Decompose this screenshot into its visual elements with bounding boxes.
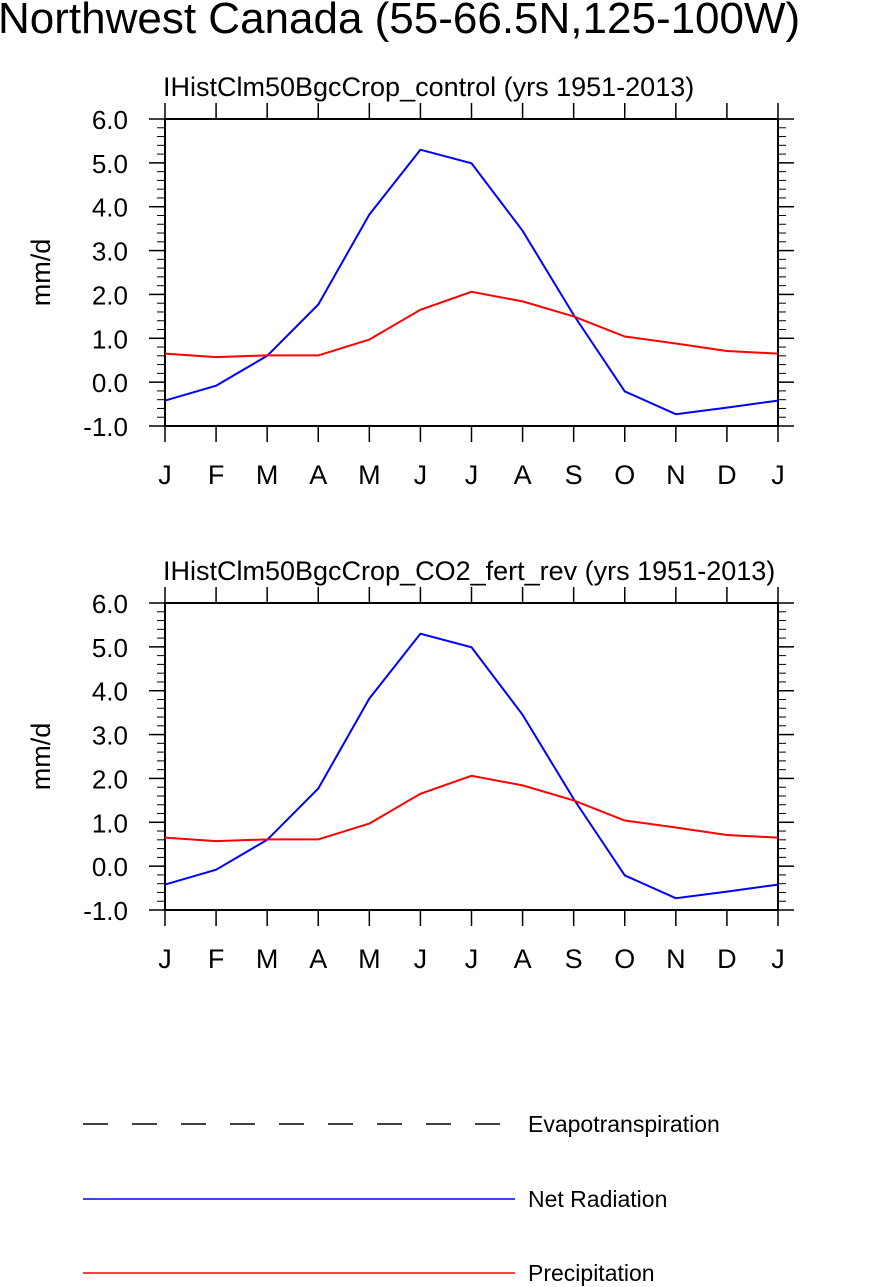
y-tick-label: 1.0 <box>92 324 128 354</box>
y-tick-label: 3.0 <box>92 721 128 751</box>
legend-label-evapotranspiration: Evapotranspiration <box>528 1111 720 1137</box>
y-tick-label: 4.0 <box>92 677 128 707</box>
x-tick-label: J <box>414 460 428 490</box>
x-tick-label: M <box>358 460 381 490</box>
net-radiation-line <box>164 148 779 416</box>
x-tick-label: J <box>414 944 428 974</box>
chart-co2-fert-rev: 6.05.04.03.02.01.00.0-1.0J F M A M J J A S O N D Jmm… <box>26 587 794 974</box>
y-tick-label: 1.0 <box>92 808 128 838</box>
chart-title-co2-fert-rev: IHistClm50BgcCrop_CO2_fert_rev (yrs 1951… <box>163 556 776 586</box>
y-tick-label: -1.0 <box>83 412 128 442</box>
legend-label-precipitation: Precipitation <box>528 1260 655 1286</box>
x-tick-label: O <box>614 460 635 490</box>
y-tick-label: 6.0 <box>92 105 128 135</box>
x-tick-label: N <box>666 944 686 974</box>
y-axis-label: mm/d <box>26 723 56 791</box>
x-tick-label: A <box>309 944 327 974</box>
x-tick-label: F <box>208 460 225 490</box>
y-tick-label: 5.0 <box>92 633 128 663</box>
y-tick-label: 2.0 <box>92 280 128 310</box>
x-tick-label: O <box>614 944 635 974</box>
y-tick-label: -1.0 <box>83 896 128 926</box>
x-tick-label: S <box>565 944 583 974</box>
y-tick-label: 2.0 <box>92 764 128 794</box>
y-tick-label: 3.0 <box>92 237 128 267</box>
y-tick-label: 0.0 <box>92 852 128 882</box>
legend-label-net-radiation: Net Radiation <box>528 1186 667 1212</box>
x-tick-label: N <box>666 460 686 490</box>
x-tick-label: J <box>771 944 785 974</box>
x-tick-label: J <box>465 460 479 490</box>
x-tick-label: J <box>158 944 172 974</box>
x-tick-label: M <box>358 944 381 974</box>
precipitation-line <box>164 774 779 843</box>
legend: Evapotranspiration Net Radiation Precipita… <box>83 1111 720 1286</box>
y-tick-label: 4.0 <box>92 193 128 223</box>
x-tick-label: D <box>717 944 737 974</box>
precipitation-line <box>164 290 779 359</box>
x-tick-label: A <box>309 460 327 490</box>
x-tick-label: J <box>158 460 172 490</box>
plot-frame <box>164 602 779 911</box>
y-tick-label: 6.0 <box>92 589 128 619</box>
net-radiation-line <box>164 632 779 900</box>
x-tick-label: M <box>256 460 279 490</box>
y-tick-label: 0.0 <box>92 368 128 398</box>
x-tick-label: M <box>256 944 279 974</box>
y-tick-label: 5.0 <box>92 149 128 179</box>
x-tick-label: J <box>465 944 479 974</box>
x-tick-label: A <box>514 944 532 974</box>
x-tick-label: S <box>565 460 583 490</box>
x-tick-label: D <box>717 460 737 490</box>
chart-control: 6.05.04.03.02.01.00.0-1.0J F M A M J J A S O N D Jmm… <box>26 103 794 490</box>
x-tick-label: J <box>771 460 785 490</box>
x-tick-label: A <box>514 460 532 490</box>
x-tick-label: F <box>208 944 225 974</box>
chart-title-control: IHistClm50BgcCrop_control (yrs 1951-2013… <box>163 72 695 102</box>
page-title: Northwest Canada (55-66.5N,125-100W) <box>0 0 801 43</box>
plot-frame <box>164 118 779 427</box>
y-axis-label: mm/d <box>26 239 56 307</box>
